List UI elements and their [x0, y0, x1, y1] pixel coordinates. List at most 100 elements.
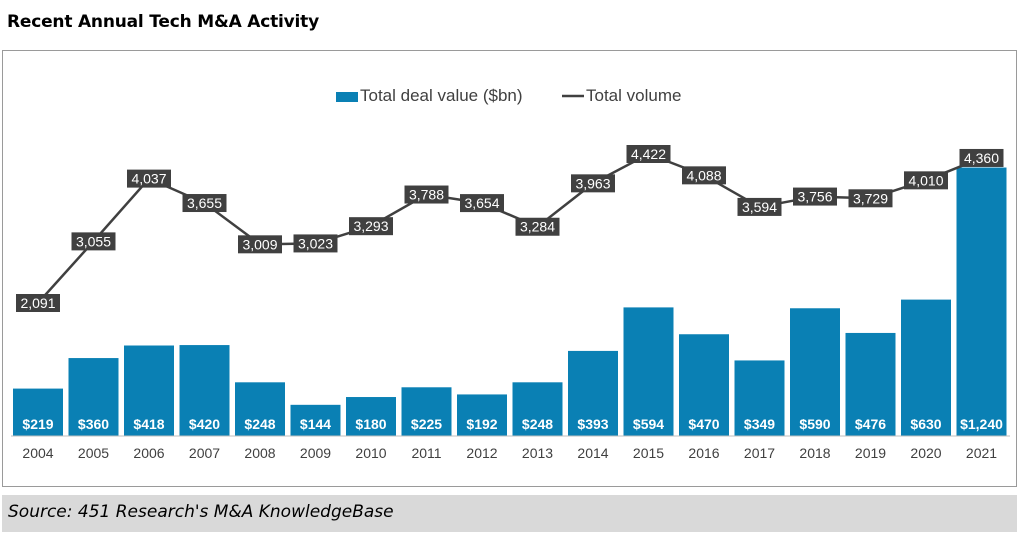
bar-label-2021: $1,240	[960, 416, 1003, 432]
volume-point-2019	[848, 189, 893, 208]
bar-2014	[568, 350, 618, 436]
volume-point-2016	[682, 166, 726, 185]
volume-label-2010: 3,293	[353, 218, 388, 234]
x-tick-2009: 2009	[300, 445, 331, 461]
bar-label-2008: $248	[244, 416, 275, 432]
bar-label-2017: $349	[744, 416, 775, 432]
legend-swatch-deal-value	[336, 92, 358, 102]
bar-2019	[845, 332, 896, 436]
volume-label-2009: 3,023	[298, 235, 333, 251]
legend-label-deal-value: Total deal value ($bn)	[360, 86, 523, 105]
bar-label-2014: $393	[577, 416, 608, 432]
bar-2007	[179, 345, 230, 436]
volume-point-2017	[737, 197, 782, 216]
x-tick-2021: 2021	[966, 445, 997, 461]
volume-label-2011: 3,788	[409, 187, 444, 203]
volume-point-2014	[571, 174, 615, 193]
volume-label-2016: 4,088	[686, 167, 721, 183]
bar-label-2010: $180	[355, 416, 386, 432]
chart-legend: Total deal value ($bn) Total volume	[336, 86, 681, 105]
bar-2006	[124, 345, 174, 436]
volume-point-2013	[515, 217, 560, 236]
volume-label-2015: 4,422	[631, 146, 666, 162]
x-tick-2017: 2017	[744, 445, 775, 461]
volume-label-2006: 4,037	[131, 171, 166, 187]
x-tick-2010: 2010	[355, 445, 386, 461]
bar-2013	[512, 382, 563, 436]
x-tick-2005: 2005	[78, 445, 109, 461]
volume-point-2004	[16, 294, 60, 312]
volume-point-2010	[349, 217, 393, 236]
x-tick-2004: 2004	[22, 445, 53, 461]
bar-label-2015: $594	[633, 416, 664, 432]
x-axis-ticks: 2004 2005 2006 2007 2008 2009 2010 2011 2012 2013…	[22, 445, 997, 461]
volume-label-2014: 3,963	[575, 175, 610, 191]
bar-label-2006: $418	[133, 416, 164, 432]
volume-point-2021	[959, 148, 1004, 167]
bar-2012	[457, 394, 507, 436]
volume-label-2012: 3,654	[464, 195, 499, 211]
volume-label-2021: 4,360	[964, 150, 999, 166]
bar-2008	[235, 382, 285, 436]
volume-point-2006	[127, 169, 171, 188]
volume-label-2018: 3,756	[797, 189, 832, 205]
volume-point-2015	[626, 145, 671, 163]
bar-label-2019: $476	[855, 416, 886, 432]
chart-frame: Total deal value ($bn) Total volume $219…	[2, 50, 1017, 487]
volume-point-2012	[460, 194, 504, 213]
x-tick-2019: 2019	[855, 445, 886, 461]
bar-label-2013: $248	[522, 416, 553, 432]
volume-point-2020	[904, 171, 948, 190]
bar-2004	[13, 388, 63, 436]
bar-label-2005: $360	[78, 416, 109, 432]
volume-label-2007: 3,655	[187, 195, 222, 211]
x-tick-2016: 2016	[688, 445, 719, 461]
volume-point-2005	[71, 232, 116, 251]
volume-line	[37, 152, 982, 304]
bar-label-2016: $470	[688, 416, 719, 432]
bar-series: $219 $360 $418 $420 $248 $144 $180 $225 $192 $248…	[13, 167, 1007, 436]
line-series: 2,091 3,055 4,037 3,655 3,009 3,023 3,293 3,788…	[16, 145, 1004, 312]
volume-label-2017: 3,594	[742, 199, 777, 215]
x-tick-2012: 2012	[466, 445, 497, 461]
x-tick-2007: 2007	[189, 445, 220, 461]
bar-label-2018: $590	[799, 416, 830, 432]
page-title: Recent Annual Tech M&A Activity	[7, 12, 319, 32]
bar-2005	[68, 358, 119, 436]
bar-label-2020: $630	[910, 416, 941, 432]
volume-label-2019: 3,729	[853, 190, 888, 206]
volume-label-2020: 4,010	[908, 172, 943, 188]
x-tick-2011: 2011	[411, 445, 441, 461]
bar-2016	[679, 334, 729, 436]
volume-label-2013: 3,284	[520, 219, 555, 235]
volume-point-2008	[238, 235, 282, 254]
combo-chart: Total deal value ($bn) Total volume $219…	[11, 86, 1010, 461]
x-tick-2018: 2018	[799, 445, 830, 461]
x-tick-2020: 2020	[910, 445, 941, 461]
source-bar: Source: 451 Research's M&A KnowledgeBase	[2, 495, 1017, 532]
x-tick-2008: 2008	[244, 445, 275, 461]
x-tick-2006: 2006	[133, 445, 164, 461]
bar-2020	[901, 299, 951, 436]
bar-label-2012: $192	[466, 416, 497, 432]
volume-label-2005: 3,055	[76, 233, 111, 249]
volume-label-2008: 3,009	[242, 236, 277, 252]
x-tick-2015: 2015	[633, 445, 664, 461]
x-tick-2013: 2013	[522, 445, 553, 461]
bar-2018	[790, 308, 840, 436]
bar-label-2011: $225	[411, 416, 442, 432]
bar-label-2009: $144	[300, 416, 331, 432]
bar-label-2007: $420	[189, 416, 220, 432]
volume-point-2018	[793, 187, 837, 206]
bar-label-2004: $219	[22, 416, 53, 432]
volume-point-2011	[404, 185, 449, 204]
bar-2009	[290, 404, 341, 436]
bar-2010	[346, 397, 396, 436]
bar-2017	[734, 360, 785, 436]
legend-label-volume: Total volume	[586, 86, 681, 105]
volume-point-2009	[293, 234, 338, 253]
bar-2011	[401, 387, 452, 436]
source-note: Source: 451 Research's M&A KnowledgeBase	[8, 502, 394, 522]
volume-label-2004: 2,091	[20, 295, 55, 311]
bar-2021	[956, 167, 1007, 436]
